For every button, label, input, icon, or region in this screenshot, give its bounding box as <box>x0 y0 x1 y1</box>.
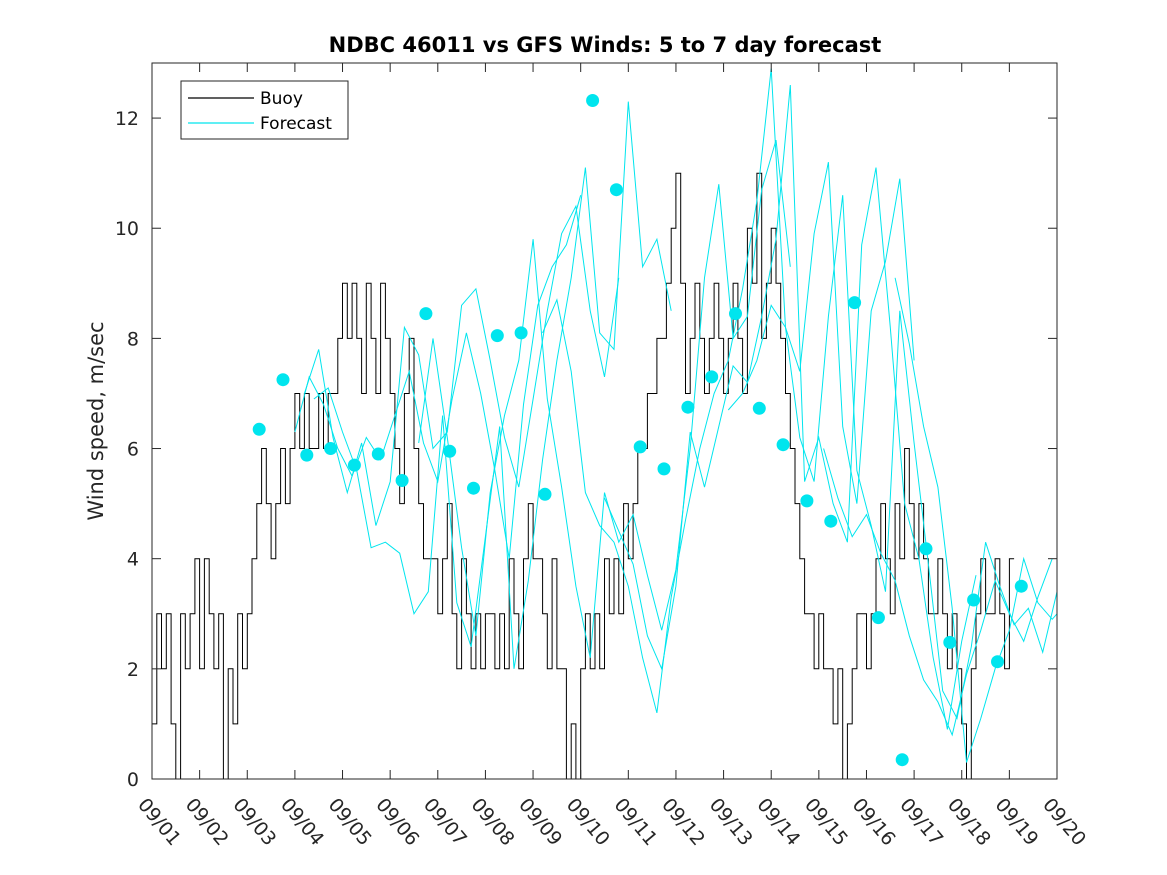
forecast-trace-6 <box>727 195 1058 720</box>
plot-frame <box>151 62 1058 780</box>
forecast-trace-5 <box>604 84 977 730</box>
forecast-trace-3 <box>418 139 791 658</box>
forecast-marker <box>657 462 671 476</box>
forecast-marker <box>395 474 409 487</box>
forecast-trace-4 <box>542 68 915 714</box>
forecast-marker <box>776 438 790 452</box>
forecast-marker <box>681 400 695 414</box>
forecast-marker <box>609 183 623 197</box>
forecast-trace-0 <box>294 195 582 559</box>
forecast-marker <box>871 611 885 625</box>
chart-title: NDBC 46011 vs GFS Winds: 5 to 7 day fore… <box>329 33 882 57</box>
forecast-marker <box>919 542 933 556</box>
legend-buoy-label: Buoy <box>260 89 303 109</box>
forecast-marker <box>467 481 480 495</box>
y-tick-label: 6 <box>127 439 139 461</box>
y-tick-label: 8 <box>127 328 139 350</box>
forecast-marker <box>967 593 981 607</box>
forecast-marker <box>276 373 290 387</box>
forecast-trace-8 <box>894 277 1058 763</box>
legend-forecast-label: Forecast <box>260 114 332 134</box>
forecast-marker <box>347 458 361 472</box>
forecast-marker <box>371 447 385 461</box>
forecast-marker <box>633 440 647 454</box>
forecast-marker <box>300 448 314 462</box>
y-tick-label: 2 <box>127 659 139 681</box>
forecast-marker <box>419 307 433 321</box>
y-axis-label: Wind speed, m/sec <box>84 321 108 520</box>
forecast-marker <box>490 329 504 343</box>
forecast-marker <box>514 326 528 340</box>
forecast-marker <box>705 370 719 384</box>
forecast-marker <box>848 296 862 310</box>
forecast-marker <box>324 442 338 455</box>
forecast-marker <box>252 422 266 436</box>
forecast-marker <box>586 94 600 107</box>
forecast-marker <box>538 487 552 501</box>
buoy-series-line <box>152 172 1015 780</box>
y-tick-label: 0 <box>127 769 139 791</box>
y-tick-label: 4 <box>127 549 139 571</box>
forecast-marker <box>991 655 1004 669</box>
forecast-marker <box>895 753 909 767</box>
forecast-marker <box>443 444 457 458</box>
y-tick-label: 12 <box>115 108 139 130</box>
forecast-marker <box>1014 579 1028 593</box>
legend: Buoy Forecast <box>180 80 349 140</box>
forecast-marker <box>752 401 766 415</box>
legend-box <box>180 80 349 140</box>
forecast-marker <box>943 635 957 649</box>
y-tick-label: 10 <box>115 218 139 240</box>
forecast-marker <box>800 494 814 508</box>
data-layer <box>152 68 1058 780</box>
forecast-trace-7 <box>823 448 1053 737</box>
forecast-marker <box>729 307 742 321</box>
forecast-marker <box>824 514 838 528</box>
